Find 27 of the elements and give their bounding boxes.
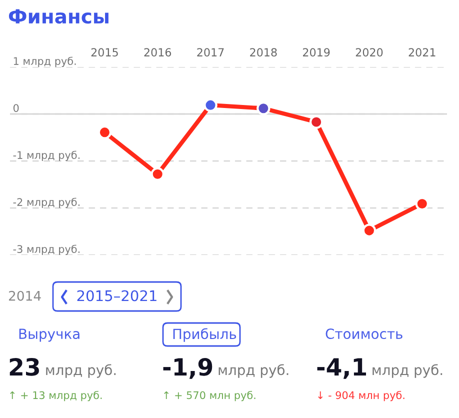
x-tick-label: 2018 xyxy=(250,48,277,57)
x-tick-label: 2019 xyxy=(303,48,330,57)
text: 23 xyxy=(10,358,39,376)
text: млрд руб. xyxy=(218,364,288,378)
text: -1,9 xyxy=(163,358,212,379)
text: Прибыль xyxy=(173,328,236,342)
text: -4,1 xyxy=(317,358,366,379)
y-tick-label: -2 млрд руб. xyxy=(13,198,80,208)
chart-title: Финансы xyxy=(8,9,108,24)
text: млрд руб. xyxy=(46,364,116,378)
y-tick-label: -3 млрд руб. xyxy=(13,244,80,255)
x-tick-label: 2020 xyxy=(356,48,383,57)
y-tick-label: 1 млрд руб. xyxy=(14,56,76,67)
text: 2014 xyxy=(8,290,41,301)
y-tick-label: -1 млрд руб. xyxy=(13,150,80,161)
x-tick-label: 2021 xyxy=(408,48,436,57)
text: Стоимость xyxy=(326,328,402,340)
text: ↑ + 570 млн руб. xyxy=(164,390,256,402)
x-tick-label: 2017 xyxy=(197,48,224,57)
y-tick-label: 0 xyxy=(13,104,19,112)
text: млрд руб. xyxy=(372,364,442,378)
text: ↑ + 13 млрд руб. xyxy=(10,390,102,402)
text: ↓ - 904 млн руб. xyxy=(318,390,404,402)
x-tick-label: 2015 xyxy=(91,48,118,57)
text: 2015–2021 xyxy=(77,290,156,302)
text: Выручка xyxy=(19,328,80,342)
x-tick-label: 2016 xyxy=(144,48,172,57)
